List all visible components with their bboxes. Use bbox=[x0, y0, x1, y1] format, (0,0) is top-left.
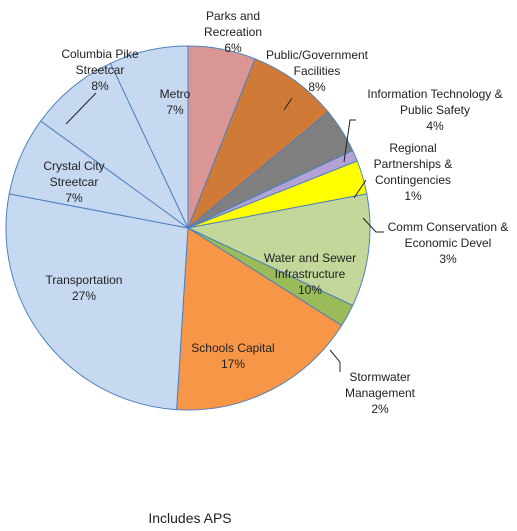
slice-label: Crystal City Streetcar 7% bbox=[34, 158, 114, 206]
slice-label: Columbia Pike Streetcar 8% bbox=[45, 46, 155, 94]
pie-slice bbox=[40, 62, 189, 229]
category-label: Information Technology & Public Safety bbox=[367, 87, 503, 117]
category-label: Transportation bbox=[45, 273, 123, 287]
category-label: Public/Government Facilities bbox=[265, 48, 369, 78]
category-label: Columbia Pike Streetcar bbox=[61, 47, 139, 77]
annotation: Includes APS bbox=[148, 510, 232, 526]
slice-label: Transportation 27% bbox=[29, 272, 139, 304]
slice-label: Regional Partnerships & Contingencies 1% bbox=[363, 140, 463, 204]
leader-line bbox=[65, 92, 97, 125]
slice-label: Parks and Recreation 6% bbox=[193, 8, 273, 56]
leader-line bbox=[283, 97, 293, 111]
category-label: Stormwater Management bbox=[344, 370, 416, 400]
slice-label: Information Technology & Public Safety 4% bbox=[355, 86, 515, 134]
pie-slice bbox=[109, 45, 189, 229]
value-label: 27% bbox=[71, 289, 97, 303]
slice-label: Water and Sewer Infrastructure 10% bbox=[255, 250, 365, 298]
category-label: Schools Capital bbox=[191, 341, 275, 355]
category-label: Metro bbox=[159, 87, 191, 101]
value-label: 2% bbox=[371, 402, 389, 416]
value-label: 1% bbox=[404, 189, 422, 203]
pie-slice bbox=[5, 193, 189, 411]
pie-slice bbox=[187, 58, 329, 229]
leader-line bbox=[343, 119, 356, 163]
pie-slice bbox=[176, 227, 343, 411]
slice-label: Public/Government Facilities 8% bbox=[257, 47, 377, 95]
value-label: 6% bbox=[224, 41, 242, 55]
leader-line bbox=[362, 217, 384, 233]
category-label: Parks and Recreation bbox=[203, 9, 263, 39]
value-label: 17% bbox=[220, 357, 246, 371]
slice-label: Comm Conservation & Economic Devel 3% bbox=[373, 219, 517, 267]
category-label: Comm Conservation & Economic Devel bbox=[387, 220, 509, 250]
pie-slice bbox=[186, 193, 371, 307]
slice-label: Stormwater Management 2% bbox=[335, 369, 425, 417]
value-label: 7% bbox=[166, 103, 184, 117]
value-label: 8% bbox=[308, 80, 326, 94]
leader-line bbox=[329, 349, 341, 372]
value-label: 3% bbox=[439, 252, 457, 266]
value-label: 4% bbox=[426, 119, 444, 133]
category-label: Crystal City Streetcar bbox=[43, 159, 105, 189]
value-label: 8% bbox=[91, 79, 109, 93]
value-label: 7% bbox=[65, 191, 83, 205]
value-label: 10% bbox=[297, 283, 323, 297]
slice-label: Schools Capital 17% bbox=[178, 340, 288, 372]
category-label: Regional Partnerships & Contingencies bbox=[373, 141, 453, 187]
leader-line bbox=[353, 179, 367, 199]
category-label: Water and Sewer Infrastructure bbox=[263, 251, 357, 281]
slice-label: Metro 7% bbox=[145, 86, 205, 118]
pie bbox=[5, 45, 371, 411]
